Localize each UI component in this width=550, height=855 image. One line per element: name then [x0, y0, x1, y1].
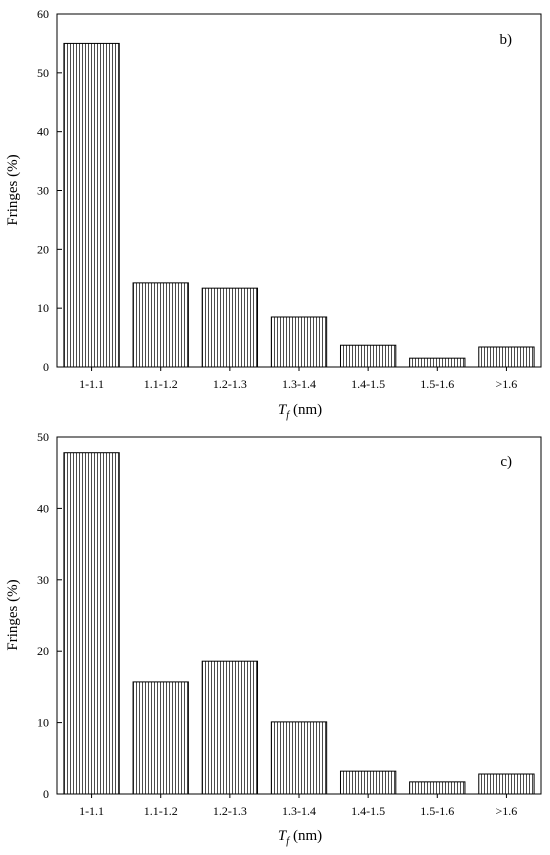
bar-4 — [339, 770, 397, 795]
x-tick-label: >1.6 — [496, 804, 518, 818]
panel-label: c) — [500, 454, 512, 470]
y-tick-label: 10 — [37, 716, 49, 730]
x-axis-title-subscript: f — [286, 410, 290, 421]
x-axis-title: Tf (nm) — [278, 402, 322, 421]
y-tick-label: 40 — [37, 501, 49, 515]
y-tick-label: 30 — [37, 184, 49, 198]
x-tick-label: 1.5-1.6 — [420, 377, 454, 391]
bar-6 — [478, 346, 535, 368]
x-axis-title-subscript: f — [286, 836, 290, 847]
x-tick-label: 1.3-1.4 — [282, 377, 316, 391]
x-tick-label: >1.6 — [496, 377, 518, 391]
x-tick-label: 1.1-1.2 — [144, 377, 178, 391]
y-axis-ticks: 0 10 20 30 40 50 — [37, 430, 62, 801]
bar-1 — [132, 282, 189, 368]
y-tick-label: 10 — [37, 301, 49, 315]
x-axis-ticks: 1-1.1 1.1-1.2 1.2-1.3 1.3-1.4 1.4-1.5 1.5-1.6… — [79, 794, 517, 818]
x-axis-title-symbol: T — [278, 402, 288, 418]
y-tick-label: 50 — [37, 430, 49, 444]
bar-group — [63, 452, 535, 795]
x-tick-label: 1-1.1 — [79, 377, 104, 391]
x-axis-title-unit: (nm) — [293, 402, 322, 418]
bar-0 — [63, 452, 120, 795]
chart-panel-c: 0 10 20 30 40 50 1-1.1 1.1-1.2 1.2-1.3 1.3-1.4 1.… — [5, 430, 542, 847]
y-axis-ticks: 0 10 20 30 40 50 60 — [37, 7, 62, 374]
y-tick-label: 20 — [37, 644, 49, 658]
y-tick-label: 50 — [37, 66, 49, 80]
x-axis-title-symbol: T — [278, 828, 288, 844]
bar-5 — [409, 781, 466, 795]
x-axis-title: Tf (nm) — [278, 828, 322, 847]
x-tick-label: 1.3-1.4 — [282, 804, 316, 818]
bar-2 — [201, 660, 259, 795]
y-tick-label: 0 — [43, 787, 49, 801]
x-tick-label: 1.1-1.2 — [144, 804, 178, 818]
x-tick-label: 1.5-1.6 — [420, 804, 454, 818]
x-tick-label: 1.2-1.3 — [213, 804, 247, 818]
bar-1 — [132, 681, 189, 795]
y-axis-title: Fringes (%) — [5, 579, 21, 650]
bar-0 — [63, 42, 120, 368]
x-axis-ticks: 1-1.1 1.1-1.2 1.2-1.3 1.3-1.4 1.4-1.5 1.5-1.6… — [79, 367, 517, 391]
y-tick-label: 60 — [37, 7, 49, 21]
x-tick-label: 1.4-1.5 — [351, 804, 385, 818]
bar-group — [63, 42, 535, 368]
x-tick-label: 1.4-1.5 — [351, 377, 385, 391]
bar-6 — [478, 773, 535, 795]
y-tick-label: 0 — [43, 360, 49, 374]
bar-2 — [201, 287, 259, 368]
plot-frame — [56, 13, 542, 368]
x-axis-title-unit: (nm) — [293, 828, 322, 844]
y-axis-title: Fringes (%) — [5, 154, 21, 225]
x-tick-label: 1.2-1.3 — [213, 377, 247, 391]
bar-3 — [270, 721, 328, 795]
y-tick-label: 20 — [37, 242, 49, 256]
y-tick-label: 30 — [37, 573, 49, 587]
y-tick-label: 40 — [37, 125, 49, 139]
bar-3 — [270, 316, 328, 368]
bar-5 — [409, 357, 466, 368]
x-tick-label: 1-1.1 — [79, 804, 104, 818]
chart-panel-b: 0 10 20 30 40 50 60 1-1.1 1.1-1.2 1.2-1.3 1.3-1.4… — [5, 7, 542, 421]
bar-4 — [339, 344, 397, 368]
panel-label: b) — [500, 32, 513, 48]
